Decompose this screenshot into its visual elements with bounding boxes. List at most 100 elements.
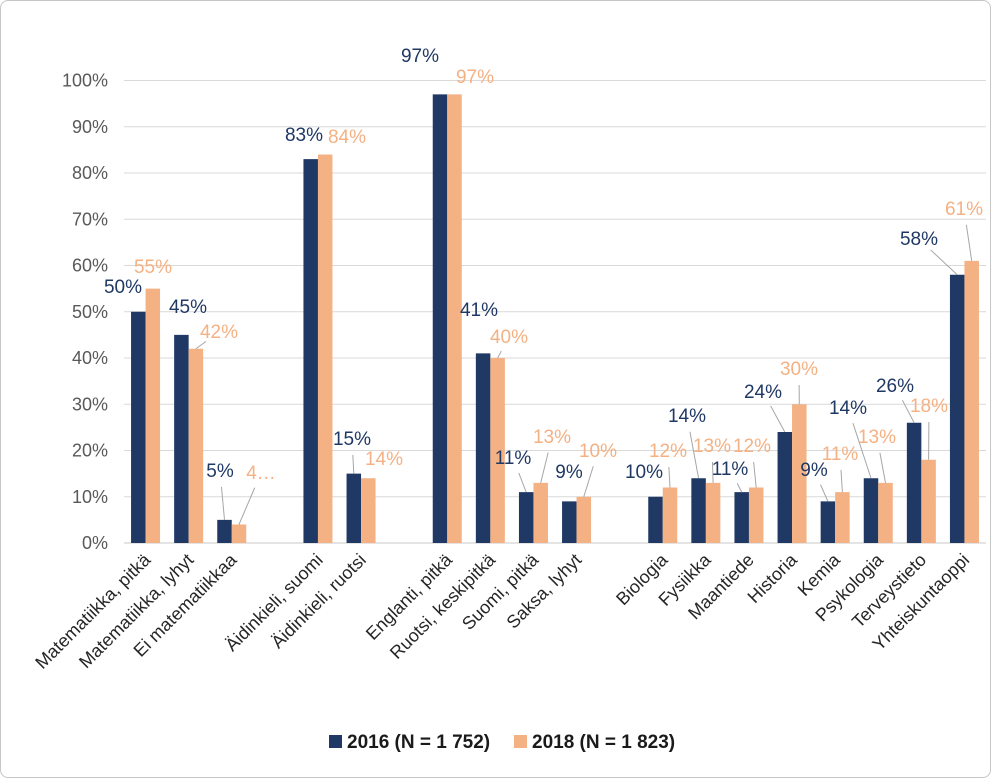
bar-2016 [346,473,362,543]
data-label-2016: 26% [876,376,914,397]
label-leader-line [583,466,594,497]
data-label-2018: 13% [858,427,896,448]
data-label-2016: 24% [744,382,782,403]
legend-swatch-2016 [329,735,342,748]
data-label-2016: 45% [169,297,207,318]
label-leader-line [736,483,743,493]
category-label: Historia [744,549,802,607]
legend-label-2016: 2016 (N = 1 752) [347,732,490,753]
bar-2018 [361,478,376,543]
legend-label-2018: 2018 (N = 1 823) [532,732,675,753]
bar-2016 [174,334,189,543]
data-label-2016: 97% [401,46,439,67]
label-leader-line [753,461,757,488]
bar-2018 [145,288,161,543]
bar-2016 [734,492,749,543]
data-label-2016: 14% [829,398,867,419]
label-leader-line [711,461,714,483]
data-label-2018: 30% [780,359,818,380]
label-leader-line [930,249,958,276]
bar-2018 [188,348,204,543]
bar-2016 [562,501,577,543]
bar-2018 [792,404,807,543]
data-label-2018: 97% [456,67,494,88]
data-label-2018: 14% [365,449,403,470]
label-leader-line [820,484,829,502]
data-label-2018: 11% [822,444,859,465]
y-axis-tick-label: 20% [72,441,108,461]
data-label-2016: 9% [555,462,583,483]
data-label-2018: 18% [910,396,948,417]
bar-2016 [475,353,491,543]
data-label-2018: 55% [134,257,172,278]
data-label-2018: 13% [693,436,731,457]
bar-2016 [217,519,232,543]
data-label-2018: 12% [649,441,687,462]
data-label-2018: 42% [200,322,238,343]
label-leader-line [879,452,886,483]
y-axis-tick-label: 80% [72,163,108,183]
data-label-2018: 13% [533,427,571,448]
y-axis-tick-label: 50% [72,302,108,322]
bar-2016 [949,274,965,543]
bar-2018 [705,482,721,543]
bar-2016 [906,422,922,543]
bar-2018 [662,487,678,543]
data-label-2018: 4… [246,463,276,484]
data-label-2018: 61% [945,199,983,220]
data-label-2016: 9% [800,460,828,481]
bar-2018 [748,487,764,543]
bar-2016 [820,501,836,543]
bar-2018 [490,358,505,543]
label-leader-line [770,405,786,433]
data-label-2016: 41% [460,300,498,321]
bar-2018 [533,482,548,543]
data-label-2018: 12% [733,436,771,457]
bar-2018 [835,492,850,543]
label-leader-line [220,486,225,520]
label-leader-line [195,340,207,350]
bar-2016 [518,492,534,543]
bar-2016 [303,159,318,543]
bar-2018 [878,482,893,543]
bar-2018 [231,524,247,543]
y-axis-tick-label: 30% [72,394,108,414]
bar-2018 [317,154,333,543]
data-label-2016: 50% [104,277,142,298]
bar-2018 [447,94,462,543]
data-label-2016: 14% [668,406,706,427]
y-axis-tick-label: 60% [72,256,108,276]
label-leader-line [497,350,502,359]
legend-swatch-2018 [514,735,527,748]
y-axis-tick-label: 10% [72,487,108,507]
label-leader-line [518,472,527,493]
bar-2018 [964,260,979,543]
y-axis-tick-label: 70% [72,209,108,229]
data-label-2016: 11% [712,459,749,480]
label-leader-line [352,454,355,474]
bar-2018 [921,459,936,543]
data-label-2016: 11% [495,448,532,469]
bar-2016 [691,478,706,543]
bar-2018 [576,496,592,543]
label-leader-line [965,224,973,261]
label-leader-line [689,431,700,479]
y-axis-tick-label: 100% [62,71,108,91]
label-leader-line [901,399,915,423]
data-label-2016: 83% [285,125,323,146]
data-label-2016: 10% [625,462,663,483]
y-axis-tick-label: 90% [72,117,108,137]
bar-2016 [777,432,793,543]
data-label-2018: 10% [579,441,617,462]
data-label-2018: 84% [328,127,366,148]
label-leader-line [238,487,256,525]
y-axis-tick-label: 40% [72,348,108,368]
data-label-2016: 5% [206,461,234,482]
y-axis-tick-label: 0% [82,533,108,553]
bar-2016 [863,478,879,543]
bar-2016 [432,94,448,543]
label-leader-line [668,466,671,488]
data-label-2018: 40% [490,327,528,348]
